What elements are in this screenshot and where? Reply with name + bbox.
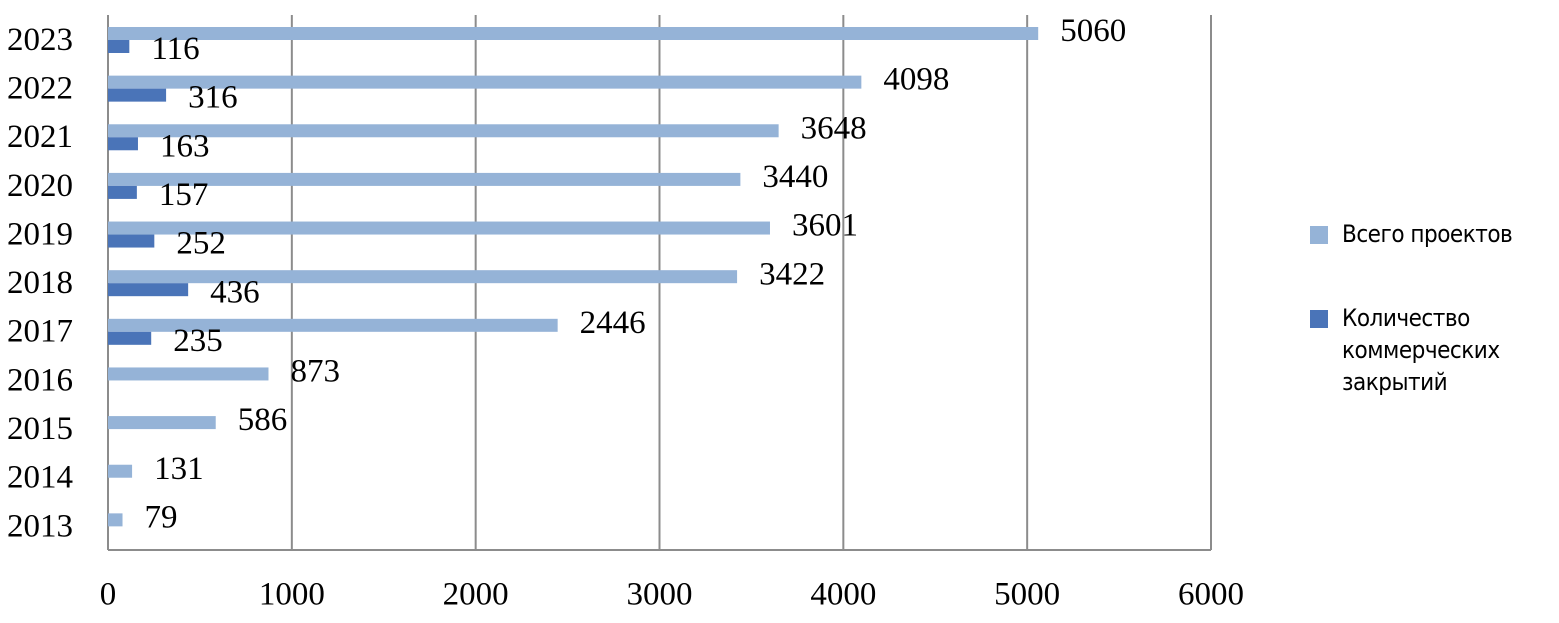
value-label: 3601 (792, 208, 858, 244)
legend-swatch (1310, 310, 1328, 328)
bar (108, 367, 269, 381)
bar (108, 185, 137, 199)
value-label: 5060 (1060, 13, 1126, 49)
bar (108, 221, 770, 235)
x-tick-label: 2000 (443, 577, 509, 613)
legend-label: Количество коммерческих закрытий (1342, 304, 1500, 396)
value-label: 873 (290, 354, 340, 390)
x-tick-label: 0 (100, 577, 117, 613)
value-label: 3648 (801, 110, 867, 146)
value-label: 3440 (762, 159, 828, 195)
y-tick-label: 2020 (7, 168, 73, 204)
x-tick-label: 5000 (994, 577, 1060, 613)
y-tick-label: 2023 (7, 22, 73, 58)
y-tick-label: 2014 (7, 460, 73, 496)
x-tick-label: 1000 (259, 577, 325, 613)
bar (108, 283, 189, 297)
bar (108, 172, 741, 186)
bar (108, 234, 155, 248)
bar (108, 88, 167, 102)
value-label: 3422 (759, 256, 825, 292)
x-tick-label: 4000 (810, 577, 876, 613)
value-label: 235 (173, 323, 223, 359)
bar (108, 75, 862, 89)
bar (108, 416, 216, 430)
value-label: 316 (188, 80, 238, 116)
bar (108, 124, 779, 138)
value-label: 4098 (883, 62, 949, 98)
legend-swatch (1310, 226, 1328, 244)
y-tick-label: 2017 (7, 314, 73, 350)
x-tick-label: 6000 (1178, 577, 1244, 613)
bar (108, 464, 133, 478)
y-tick-label: 2013 (7, 508, 73, 544)
y-tick-label: 2015 (7, 411, 73, 447)
value-label: 252 (176, 226, 226, 262)
value-label: 2446 (580, 305, 646, 341)
y-tick-label: 2021 (7, 119, 73, 155)
value-label: 163 (160, 128, 210, 164)
value-label: 116 (151, 31, 199, 67)
value-label: 131 (154, 451, 204, 487)
legend: Всего проектов Количество коммерческих за… (1310, 218, 1550, 450)
bar (108, 27, 1039, 40)
value-label: 157 (159, 177, 209, 213)
legend-entry: Всего проектов (1310, 218, 1550, 250)
bar (108, 513, 123, 527)
bar (108, 331, 152, 345)
y-tick-label: 2022 (7, 71, 73, 107)
value-label: 436 (210, 274, 260, 310)
bar (108, 318, 558, 332)
y-tick-label: 2019 (7, 216, 73, 252)
y-tick-label: 2016 (7, 362, 73, 398)
y-tick-label: 2018 (7, 265, 73, 301)
x-tick-label: 3000 (627, 577, 693, 613)
bar (108, 40, 130, 53)
bar (108, 270, 738, 284)
bar (108, 137, 138, 151)
legend-entry: Количество коммерческих закрытий (1310, 302, 1550, 398)
value-label: 79 (145, 499, 178, 535)
value-label: 586 (238, 402, 287, 438)
legend-label: Всего проектов (1342, 220, 1513, 248)
